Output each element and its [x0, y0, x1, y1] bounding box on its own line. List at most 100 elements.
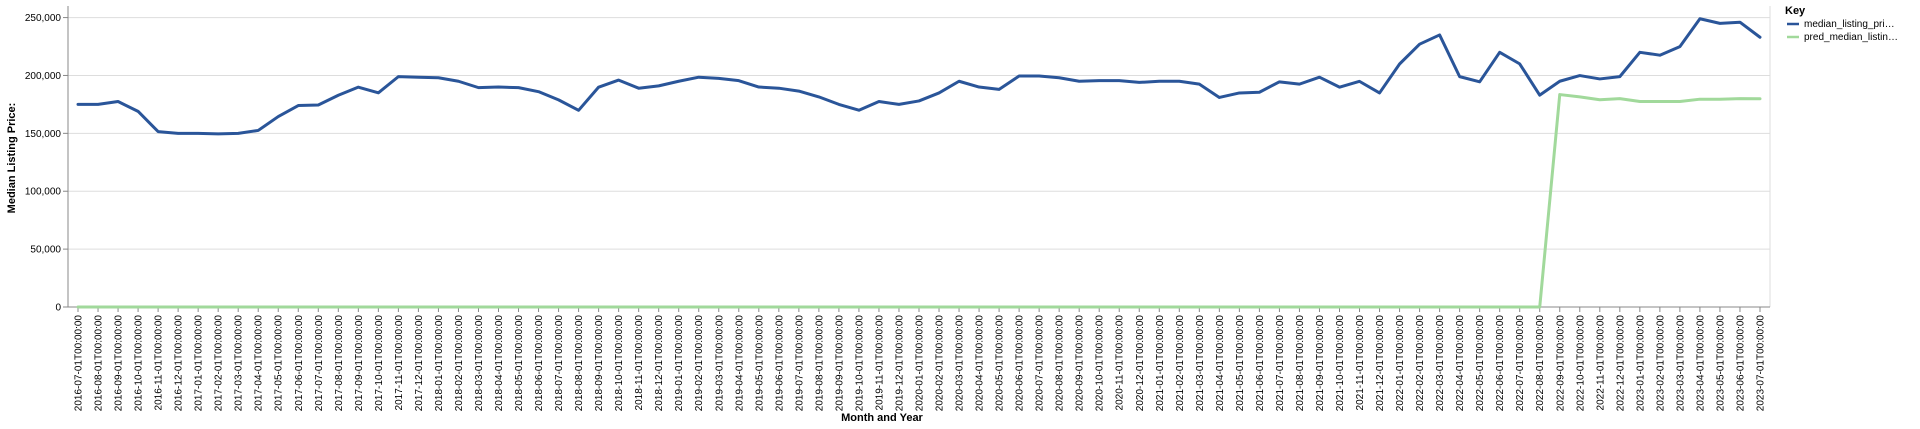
x-tick-label: 2021-11-01T00:00:00: [1355, 315, 1366, 411]
x-tick-label: 2017-01-01T00:00:00: [194, 315, 205, 412]
y-tick-label: 200,000: [25, 71, 62, 82]
x-tick-label: 2016-11-01T00:00:00: [154, 315, 165, 411]
x-tick-label: 2017-06-01T00:00:00: [294, 315, 305, 412]
x-tick-label: 2021-10-01T00:00:00: [1335, 315, 1346, 412]
x-tick-label: 2022-07-01T00:00:00: [1515, 315, 1526, 412]
x-tick-label: 2017-12-01T00:00:00: [414, 315, 425, 412]
x-tick-label: 2016-08-01T00:00:00: [94, 315, 105, 412]
x-tick-label: 2016-07-01T00:00:00: [74, 315, 85, 412]
legend-label: median_listing_pri…: [1804, 19, 1895, 30]
x-tick-label: 2022-05-01T00:00:00: [1475, 315, 1486, 412]
x-tick-label: 2019-08-01T00:00:00: [814, 315, 825, 412]
x-tick-label: 2021-02-01T00:00:00: [1175, 315, 1186, 412]
x-tick-label: 2017-10-01T00:00:00: [374, 315, 385, 412]
x-tick-label: 2021-03-01T00:00:00: [1195, 315, 1206, 412]
x-tick-label: 2020-02-01T00:00:00: [935, 315, 946, 412]
x-tick-label: 2018-06-01T00:00:00: [534, 315, 545, 412]
x-tick-label: 2018-07-01T00:00:00: [554, 315, 565, 412]
x-tick-label: 2022-10-01T00:00:00: [1575, 315, 1586, 412]
x-tick-label: 2019-10-01T00:00:00: [854, 315, 865, 412]
x-tick-label: 2020-03-01T00:00:00: [955, 315, 966, 412]
x-tick-label: 2021-06-01T00:00:00: [1255, 315, 1266, 412]
x-tick-label: 2017-07-01T00:00:00: [314, 315, 325, 412]
x-tick-label: 2018-01-01T00:00:00: [434, 315, 445, 412]
y-axis-title: Median Listing Price:: [6, 103, 18, 214]
x-tick-label: 2023-05-01T00:00:00: [1715, 315, 1726, 412]
x-tick-label: 2019-04-01T00:00:00: [734, 315, 745, 412]
x-tick-label: 2022-08-01T00:00:00: [1535, 315, 1546, 412]
x-tick-label: 2020-06-01T00:00:00: [1015, 315, 1026, 412]
x-tick-label: 2020-01-01T00:00:00: [915, 315, 926, 412]
x-tick-label: 2020-04-01T00:00:00: [975, 315, 986, 412]
x-tick-label: 2019-06-01T00:00:00: [774, 315, 785, 412]
x-tick-label: 2022-02-01T00:00:00: [1415, 315, 1426, 412]
x-tick-label: 2016-10-01T00:00:00: [134, 315, 145, 412]
x-tick-label: 2019-02-01T00:00:00: [694, 315, 705, 412]
x-tick-label: 2022-04-01T00:00:00: [1455, 315, 1466, 412]
legend-label: pred_median_listin…: [1804, 32, 1898, 43]
x-axis-title: Month and Year: [841, 412, 923, 424]
x-tick-label: 2019-11-01T00:00:00: [874, 315, 885, 411]
series-line-1: [76, 17, 1762, 136]
x-tick-label: 2017-02-01T00:00:00: [214, 315, 225, 412]
y-tick-label: 250,000: [25, 13, 62, 24]
x-tick-label: 2021-05-01T00:00:00: [1235, 315, 1246, 412]
series-line-2: [76, 93, 1762, 309]
y-axis: 0 50,000 100,000 150,000 200,000 250,000: [25, 6, 69, 314]
y-tick-label: 0: [55, 303, 61, 314]
x-tick-label: 2023-01-01T00:00:00: [1635, 315, 1646, 412]
x-tick-label: 2021-08-01T00:00:00: [1295, 315, 1306, 412]
x-tick-label: 2017-04-01T00:00:00: [254, 315, 265, 412]
x-tick-label: 2016-12-01T00:00:00: [174, 315, 185, 412]
x-tick-label: 2016-09-01T00:00:00: [114, 315, 125, 412]
x-axis: 2016-07-01T00:00:00 2016-08-01T00:00:00 20…: [68, 306, 1770, 412]
x-tick-label: 2023-04-01T00:00:00: [1695, 315, 1706, 412]
x-tick-label: 2018-09-01T00:00:00: [594, 315, 605, 412]
legend: Key median_listing_pri… pred_median_listi…: [1785, 5, 1898, 43]
x-tick-label: 2019-03-01T00:00:00: [714, 315, 725, 412]
x-tick-label: 2018-12-01T00:00:00: [654, 315, 665, 412]
x-tick-label: 2020-08-01T00:00:00: [1055, 315, 1066, 412]
x-tick-label: 2021-09-01T00:00:00: [1315, 315, 1326, 412]
x-tick-label: 2022-09-01T00:00:00: [1555, 315, 1566, 412]
x-tick-label: 2023-03-01T00:00:00: [1675, 315, 1686, 412]
x-tick-label: 2023-02-01T00:00:00: [1655, 315, 1666, 412]
x-tick-label: 2021-07-01T00:00:00: [1275, 315, 1286, 412]
x-tick-label: 2020-07-01T00:00:00: [1035, 315, 1046, 412]
x-tick-label: 2017-05-01T00:00:00: [274, 315, 285, 412]
x-tick-label: 2018-02-01T00:00:00: [454, 315, 465, 412]
x-tick-label: 2021-12-01T00:00:00: [1375, 315, 1386, 412]
x-tick-label: 2020-12-01T00:00:00: [1135, 315, 1146, 412]
x-tick-label: 2022-11-01T00:00:00: [1595, 315, 1606, 411]
x-tick-label: 2018-08-01T00:00:00: [574, 315, 585, 412]
x-tick-label: 2019-05-01T00:00:00: [754, 315, 765, 412]
x-tick-label: 2017-08-01T00:00:00: [334, 315, 345, 412]
legend-title: Key: [1785, 5, 1806, 17]
x-tick-label: 2018-05-01T00:00:00: [514, 315, 525, 412]
x-tick-label: 2021-04-01T00:00:00: [1215, 315, 1226, 412]
x-tick-label: 2017-03-01T00:00:00: [234, 315, 245, 412]
x-tick-label: 2018-10-01T00:00:00: [614, 315, 625, 412]
x-tick-label: 2023-06-01T00:00:00: [1735, 315, 1746, 412]
y-tick-label: 100,000: [25, 187, 62, 198]
x-tick-label: 2019-09-01T00:00:00: [834, 315, 845, 412]
x-tick-label: 2017-11-01T00:00:00: [394, 315, 405, 411]
x-tick-label: 2019-07-01T00:00:00: [794, 315, 805, 412]
series-lines: [76, 17, 1762, 309]
x-tick-label: 2020-05-01T00:00:00: [995, 315, 1006, 412]
x-tick-label: 2019-12-01T00:00:00: [894, 315, 905, 412]
x-tick-label: 2018-04-01T00:00:00: [494, 315, 505, 412]
x-tick-label: 2018-11-01T00:00:00: [634, 315, 645, 411]
x-tick-label: 2020-10-01T00:00:00: [1095, 315, 1106, 412]
x-tick-label: 2022-03-01T00:00:00: [1435, 315, 1446, 412]
x-tick-label: 2022-01-01T00:00:00: [1395, 315, 1406, 412]
y-tick-label: 50,000: [30, 245, 61, 256]
x-tick-label: 2022-06-01T00:00:00: [1495, 315, 1506, 412]
x-tick-label: 2020-09-01T00:00:00: [1075, 315, 1086, 412]
x-tick-label: 2023-07-01T00:00:00: [1755, 315, 1766, 412]
x-tick-label: 2021-01-01T00:00:00: [1155, 315, 1166, 412]
y-tick-label: 150,000: [25, 129, 62, 140]
x-tick-label: 2017-09-01T00:00:00: [354, 315, 365, 412]
x-tick-label: 2020-11-01T00:00:00: [1115, 315, 1126, 411]
